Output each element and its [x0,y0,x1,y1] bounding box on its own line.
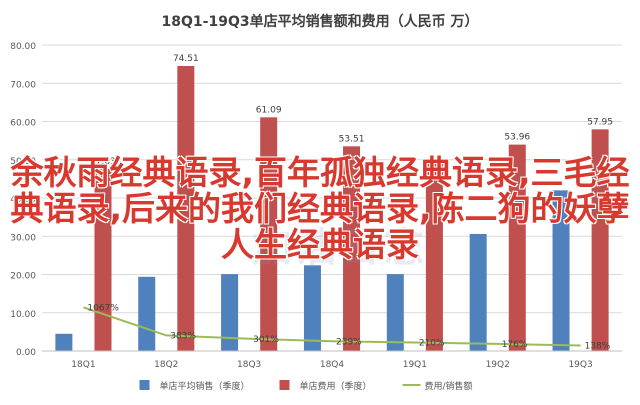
ratio-label: 301% [253,335,279,345]
legend-swatch [279,380,290,390]
bar [177,65,195,351]
bar [94,168,112,351]
y-tick-label: 40.00 [10,195,36,205]
y-tick-label: 0.00 [16,348,36,358]
y-axis: 0.00 10.00 20.00 30.00 40.00 50.00 60.00 70.00 8… [10,42,36,358]
ratio-label: 239% [336,337,362,347]
watermark: 加油日志 [252,225,428,271]
bars: 47.63 74.51 61.09 53.51 53.96 57.95 [55,54,613,351]
x-tick-label: 18Q2 [154,360,178,370]
bar [552,190,570,351]
ratio-label: 210% [419,338,445,348]
bar [343,146,361,351]
x-tick-label: 18Q4 [320,360,345,370]
ratio-label: 176% [502,340,528,350]
bar [469,233,487,351]
y-tick-label: 50.00 [10,157,36,167]
x-tick-label: 19Q1 [403,360,427,370]
data-label: 53.96 [504,133,530,143]
bar [55,333,73,351]
bar [591,129,609,351]
y-tick-label: 60.00 [10,119,36,129]
legend-swatch [139,380,150,390]
legend-label: 费用/销售额 [425,380,473,392]
ratio-line: 1067% 383% 301% 239% 210% 176% 138% [83,303,611,351]
x-tick-label: 19Q2 [486,360,510,370]
ratio-label: 1067% [87,303,119,313]
legend-label: 单店平均销售（季度） [160,380,250,392]
x-tick-label: 19Q3 [568,360,592,370]
bar [425,159,443,351]
bar [138,276,156,351]
y-tick-label: 30.00 [10,233,36,243]
overlay-caption: 余秋雨经典语录,百年孤独经典语录,三毛经典语录,后来的我们经典语录,陈二狗的妖孽… [10,153,630,264]
bar [386,274,404,351]
data-label: 47.63 [90,157,116,167]
bar [303,265,321,351]
x-tick-label: 18Q3 [237,360,261,370]
legend: 单店平均销售（季度） 单店费用（季度） 费用/销售额 [139,380,473,392]
y-tick-label: 10.00 [10,310,36,320]
ratio-label: 383% [170,331,196,341]
x-tick-label: 18Q1 [71,360,95,370]
bar [508,144,526,351]
data-label: 53.51 [339,134,365,144]
ratio-label: 138% [585,341,611,351]
ratio-line-path [83,306,581,347]
bar [260,117,278,351]
data-label: 57.95 [587,117,613,127]
data-label: 61.09 [256,105,282,115]
y-tick-label: 20.00 [10,272,36,282]
data-label: 74.51 [173,54,199,64]
legend-label: 单店费用（季度） [300,380,372,392]
chart-title: 18Q1-19Q3单店平均销售额和费用（人民币 万） [162,13,479,30]
y-tick-label: 80.00 [10,42,36,52]
x-axis: 18Q1 18Q2 18Q3 18Q4 19Q1 19Q2 19Q3 [42,350,622,370]
y-tick-label: 70.00 [10,80,36,90]
bar [221,274,239,351]
